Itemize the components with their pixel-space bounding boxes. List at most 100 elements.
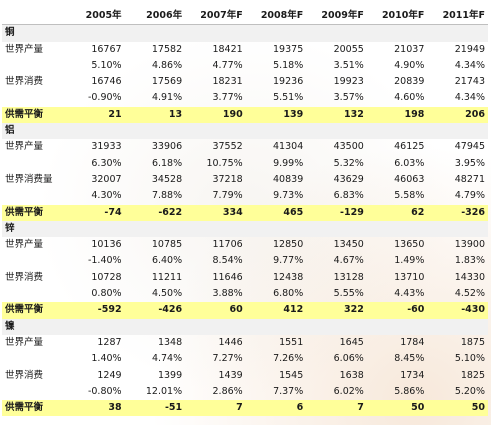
table-cell: 4.77% (212, 59, 243, 71)
table-cell: 4.79% (454, 190, 485, 202)
row-label (2, 188, 64, 204)
table-cell: 1.40% (91, 353, 122, 365)
table-cell: 4.34% (454, 92, 485, 104)
section-header-fill (64, 220, 125, 238)
table-cell: -430 (427, 302, 488, 319)
section-header-fill (64, 24, 125, 42)
year-header: 2011年F (427, 8, 488, 26)
section-header-fill (124, 24, 186, 42)
table-cell: 13128 (333, 271, 364, 283)
table-cell: 1551 (279, 336, 304, 348)
table-cell: 1545 (279, 369, 304, 381)
table-cell: 50 (366, 400, 428, 417)
row-label (2, 253, 64, 269)
row-label: 世界产量 (5, 239, 44, 251)
table-cell: 10.75% (206, 157, 243, 169)
table-cell: -1.40% (87, 255, 122, 267)
table-cell: 10728 (91, 271, 122, 283)
table-cell: -0.80% (87, 385, 122, 397)
row-label: 世界产量 (5, 141, 44, 153)
table-cell: 4.50% (151, 288, 183, 300)
table-cell: -592 (64, 302, 125, 319)
table-cell: 7.37% (273, 385, 304, 397)
table-cell: 1.83% (454, 255, 485, 267)
production-row: 世界产量 1287 1348 1446 1551 1645 1784 1875 (2, 335, 488, 351)
table-cell: 5.51% (273, 92, 304, 104)
balance-row: 供需平衡 -74 -622 334 465 -129 62 -326 (2, 204, 488, 221)
row-label (2, 351, 64, 367)
table-cell: 7.88% (151, 190, 183, 202)
table-cell: 1.49% (394, 255, 425, 267)
table-cell: 132 (306, 106, 367, 124)
table-cell: 21037 (394, 43, 425, 55)
table-cell: 17569 (151, 76, 183, 88)
table-cell: 139 (245, 106, 307, 124)
row-label: 世界消费 (5, 76, 44, 88)
table-cell: 7.27% (212, 353, 243, 365)
table-cell: 50 (427, 400, 488, 417)
consumption-growth-row: -0.90% 4.91% 3.77% 5.51% 3.57% 4.60% 4.34% (2, 90, 488, 106)
section-header-fill (427, 24, 488, 42)
section-header-fill (366, 24, 428, 42)
table-cell: 6 (245, 400, 307, 417)
table-cell: 11646 (212, 271, 243, 283)
table-cell: 322 (306, 302, 367, 319)
section-title: 镍 (2, 318, 64, 335)
row-label: 供需平衡 (2, 204, 64, 221)
consumption-growth-row: 0.80% 4.50% 3.88% 6.80% 5.55% 4.43% 4.52% (2, 286, 488, 302)
row-label (2, 90, 64, 106)
table-cell: 5.58% (394, 190, 425, 202)
section-header-fill (64, 318, 125, 335)
production-row: 世界产量 10136 10785 11706 12850 13450 13650 13900 (2, 237, 488, 253)
table-cell: 10785 (151, 239, 183, 251)
production-row: 世界产量 31933 33906 37552 41304 43500 46125 47945 (2, 139, 488, 155)
table-cell: 9.99% (273, 157, 304, 169)
table-cell: 1287 (97, 336, 122, 348)
production-growth-row: -1.40% 6.40% 8.54% 9.77% 4.67% 1.49% 1.83% (2, 253, 488, 269)
section-header-row: 铝 (2, 123, 488, 140)
table-cell: 37218 (212, 173, 243, 185)
production-growth-row: 6.30% 6.18% 10.75% 9.99% 5.32% 6.03% 3.95% (2, 156, 488, 172)
table-cell: 4.86% (151, 59, 183, 71)
table-cell: 13450 (333, 239, 364, 251)
section-header-fill (245, 220, 307, 238)
table-cell: 12850 (273, 239, 304, 251)
table-cell: 13 (124, 106, 186, 124)
section-header-fill (306, 24, 367, 42)
table-cell: 60 (185, 302, 246, 319)
year-header: 2010年F (366, 8, 428, 26)
row-label: 世界消费 (5, 369, 44, 381)
table-cell: 8.45% (394, 353, 425, 365)
table-cell: 32007 (91, 173, 122, 185)
table-cell: 7.79% (212, 190, 243, 202)
table-cell: 37552 (212, 141, 243, 153)
table-cell: 38 (64, 400, 125, 417)
table-cell: 5.10% (91, 59, 122, 71)
table-cell: 6.80% (273, 288, 304, 300)
table-cell: 47945 (454, 141, 485, 153)
table-cell: 34528 (151, 173, 183, 185)
section-header-fill (124, 123, 186, 140)
table-cell: 7 (306, 400, 367, 417)
row-label (2, 58, 64, 74)
table-cell: 6.83% (333, 190, 364, 202)
table-cell: 16767 (91, 43, 122, 55)
table-cell: 46063 (394, 173, 425, 185)
section-header-fill (306, 123, 367, 140)
table-cell: 21 (64, 106, 125, 124)
table-cell: 5.18% (273, 59, 304, 71)
consumption-row: 世界消费 16746 17569 18231 19236 19923 20839 21743 (2, 74, 488, 90)
table-cell: 1734 (400, 369, 425, 381)
table-cell: 9.77% (273, 255, 304, 267)
row-label: 世界产量 (5, 43, 44, 55)
table-body: 2005年 2006年 2007年F 2008年F 2009年F 2010年F … (2, 8, 488, 417)
consumption-row: 世界消费 1249 1399 1439 1545 1638 1734 1825 (2, 368, 488, 384)
table-cell: 33906 (151, 141, 183, 153)
section-header-fill (427, 123, 488, 140)
table-cell: 6.03% (394, 157, 425, 169)
table-cell: 5.86% (394, 385, 425, 397)
consumption-growth-row: 4.30% 7.88% 7.79% 9.73% 6.83% 5.58% 4.79% (2, 188, 488, 204)
section-header-fill (366, 123, 428, 140)
production-growth-row: 5.10% 4.86% 4.77% 5.18% 3.51% 4.90% 4.34% (2, 58, 488, 74)
table-cell: 21743 (454, 76, 485, 88)
